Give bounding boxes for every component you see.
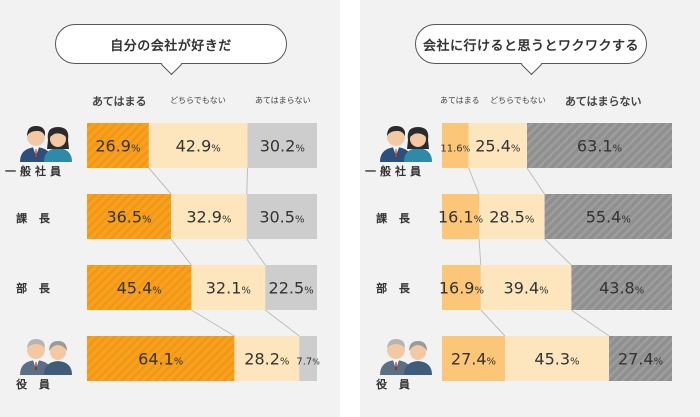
bar-segment bbox=[442, 194, 480, 239]
data-label: 55.4% bbox=[586, 208, 631, 227]
bar-segment bbox=[609, 336, 672, 381]
bar-segment bbox=[87, 123, 149, 168]
bar-segment bbox=[442, 265, 481, 310]
legend-disagree: あてはまらない bbox=[565, 95, 642, 108]
data-label: 22.5% bbox=[269, 279, 314, 298]
bar-segment bbox=[504, 336, 610, 381]
chart-title-bubble: 会社に行けると思うとワクワクする bbox=[415, 24, 647, 76]
connector-line bbox=[191, 309, 235, 337]
connector-line bbox=[246, 167, 249, 195]
legend-neutral: どちらでもない bbox=[490, 96, 546, 105]
data-label: 43.8% bbox=[599, 279, 644, 298]
data-label: 28.5% bbox=[489, 208, 534, 227]
bar-segment bbox=[299, 336, 317, 381]
legend-agree: あてはまる bbox=[440, 96, 480, 105]
connector-line bbox=[246, 238, 266, 266]
bar-segment bbox=[148, 123, 248, 168]
row-label-executive: 役 員 bbox=[376, 378, 414, 391]
connector-line bbox=[468, 167, 480, 195]
connector-line bbox=[148, 167, 172, 195]
staff-avatars-icon bbox=[20, 126, 72, 162]
bar-segment bbox=[87, 265, 192, 310]
bar-segment bbox=[571, 265, 672, 310]
data-label: 42.9% bbox=[176, 137, 221, 156]
bar-segment bbox=[544, 194, 672, 239]
legend-disagree: あてはまらない bbox=[255, 96, 311, 105]
connector-line bbox=[526, 167, 545, 195]
connector-line bbox=[571, 309, 610, 337]
row-label-executive: 役 員 bbox=[16, 378, 54, 391]
chart-title: 自分の会社が好きだ bbox=[110, 38, 232, 54]
chart-title: 会社に行けると思うとワクワクする bbox=[422, 38, 639, 54]
data-label: 30.5% bbox=[259, 208, 304, 227]
connector-line bbox=[170, 238, 192, 266]
data-label: 32.9% bbox=[186, 208, 231, 227]
data-label: 27.4% bbox=[618, 350, 663, 369]
row-label-staff: 一般社員 bbox=[365, 165, 425, 178]
data-label: 39.4% bbox=[504, 279, 549, 298]
chart-title-bubble: 自分の会社が好きだ bbox=[55, 24, 287, 76]
bar-segment bbox=[265, 265, 317, 310]
bar-segment bbox=[468, 123, 528, 168]
data-label: 36.5% bbox=[106, 208, 151, 227]
bar-segment bbox=[87, 336, 235, 381]
bar-segment bbox=[234, 336, 300, 381]
bar-segment bbox=[246, 194, 317, 239]
data-label: 32.1% bbox=[206, 279, 251, 298]
executive-avatars-icon bbox=[380, 339, 432, 375]
staff-avatars-icon bbox=[380, 126, 432, 162]
data-label: 16.9% bbox=[439, 279, 484, 298]
connector-line bbox=[264, 309, 300, 337]
bar-segment bbox=[442, 336, 505, 381]
data-label: 63.1% bbox=[577, 137, 622, 156]
bar-segment bbox=[87, 194, 172, 239]
bar-segment bbox=[442, 123, 469, 168]
data-label: 7.7% bbox=[296, 357, 320, 368]
legend-agree: あてはまる bbox=[92, 95, 147, 108]
connector-line bbox=[478, 238, 482, 266]
data-label: 26.9% bbox=[95, 137, 140, 156]
data-label: 64.1% bbox=[138, 350, 183, 369]
row-label-section-chief: 課 長 bbox=[376, 212, 414, 225]
data-label: 45.4% bbox=[117, 279, 162, 298]
data-label: 27.4% bbox=[451, 350, 496, 369]
data-label: 30.2% bbox=[260, 137, 305, 156]
connector-line bbox=[544, 238, 572, 266]
data-label: 25.4% bbox=[475, 137, 520, 156]
row-label-section-chief: 課 長 bbox=[16, 212, 54, 225]
data-label: 45.3% bbox=[534, 350, 579, 369]
row-label-staff: 一般社員 bbox=[5, 165, 65, 178]
bar-segment bbox=[479, 194, 545, 239]
data-label: 11.6% bbox=[440, 144, 470, 155]
row-label-department-head: 部 長 bbox=[16, 282, 54, 295]
connector-line bbox=[480, 309, 506, 337]
bar-segment bbox=[247, 123, 317, 168]
bar-segment bbox=[191, 265, 266, 310]
row-label-department-head: 部 長 bbox=[376, 282, 414, 295]
bar-segment bbox=[171, 194, 247, 239]
bar-segment bbox=[480, 265, 572, 310]
bar-segment bbox=[527, 123, 672, 168]
legend-neutral: どちらでもない bbox=[170, 96, 226, 105]
data-label: 28.2% bbox=[244, 350, 289, 369]
data-label: 16.1% bbox=[438, 208, 483, 227]
executive-avatars-icon bbox=[20, 339, 72, 375]
